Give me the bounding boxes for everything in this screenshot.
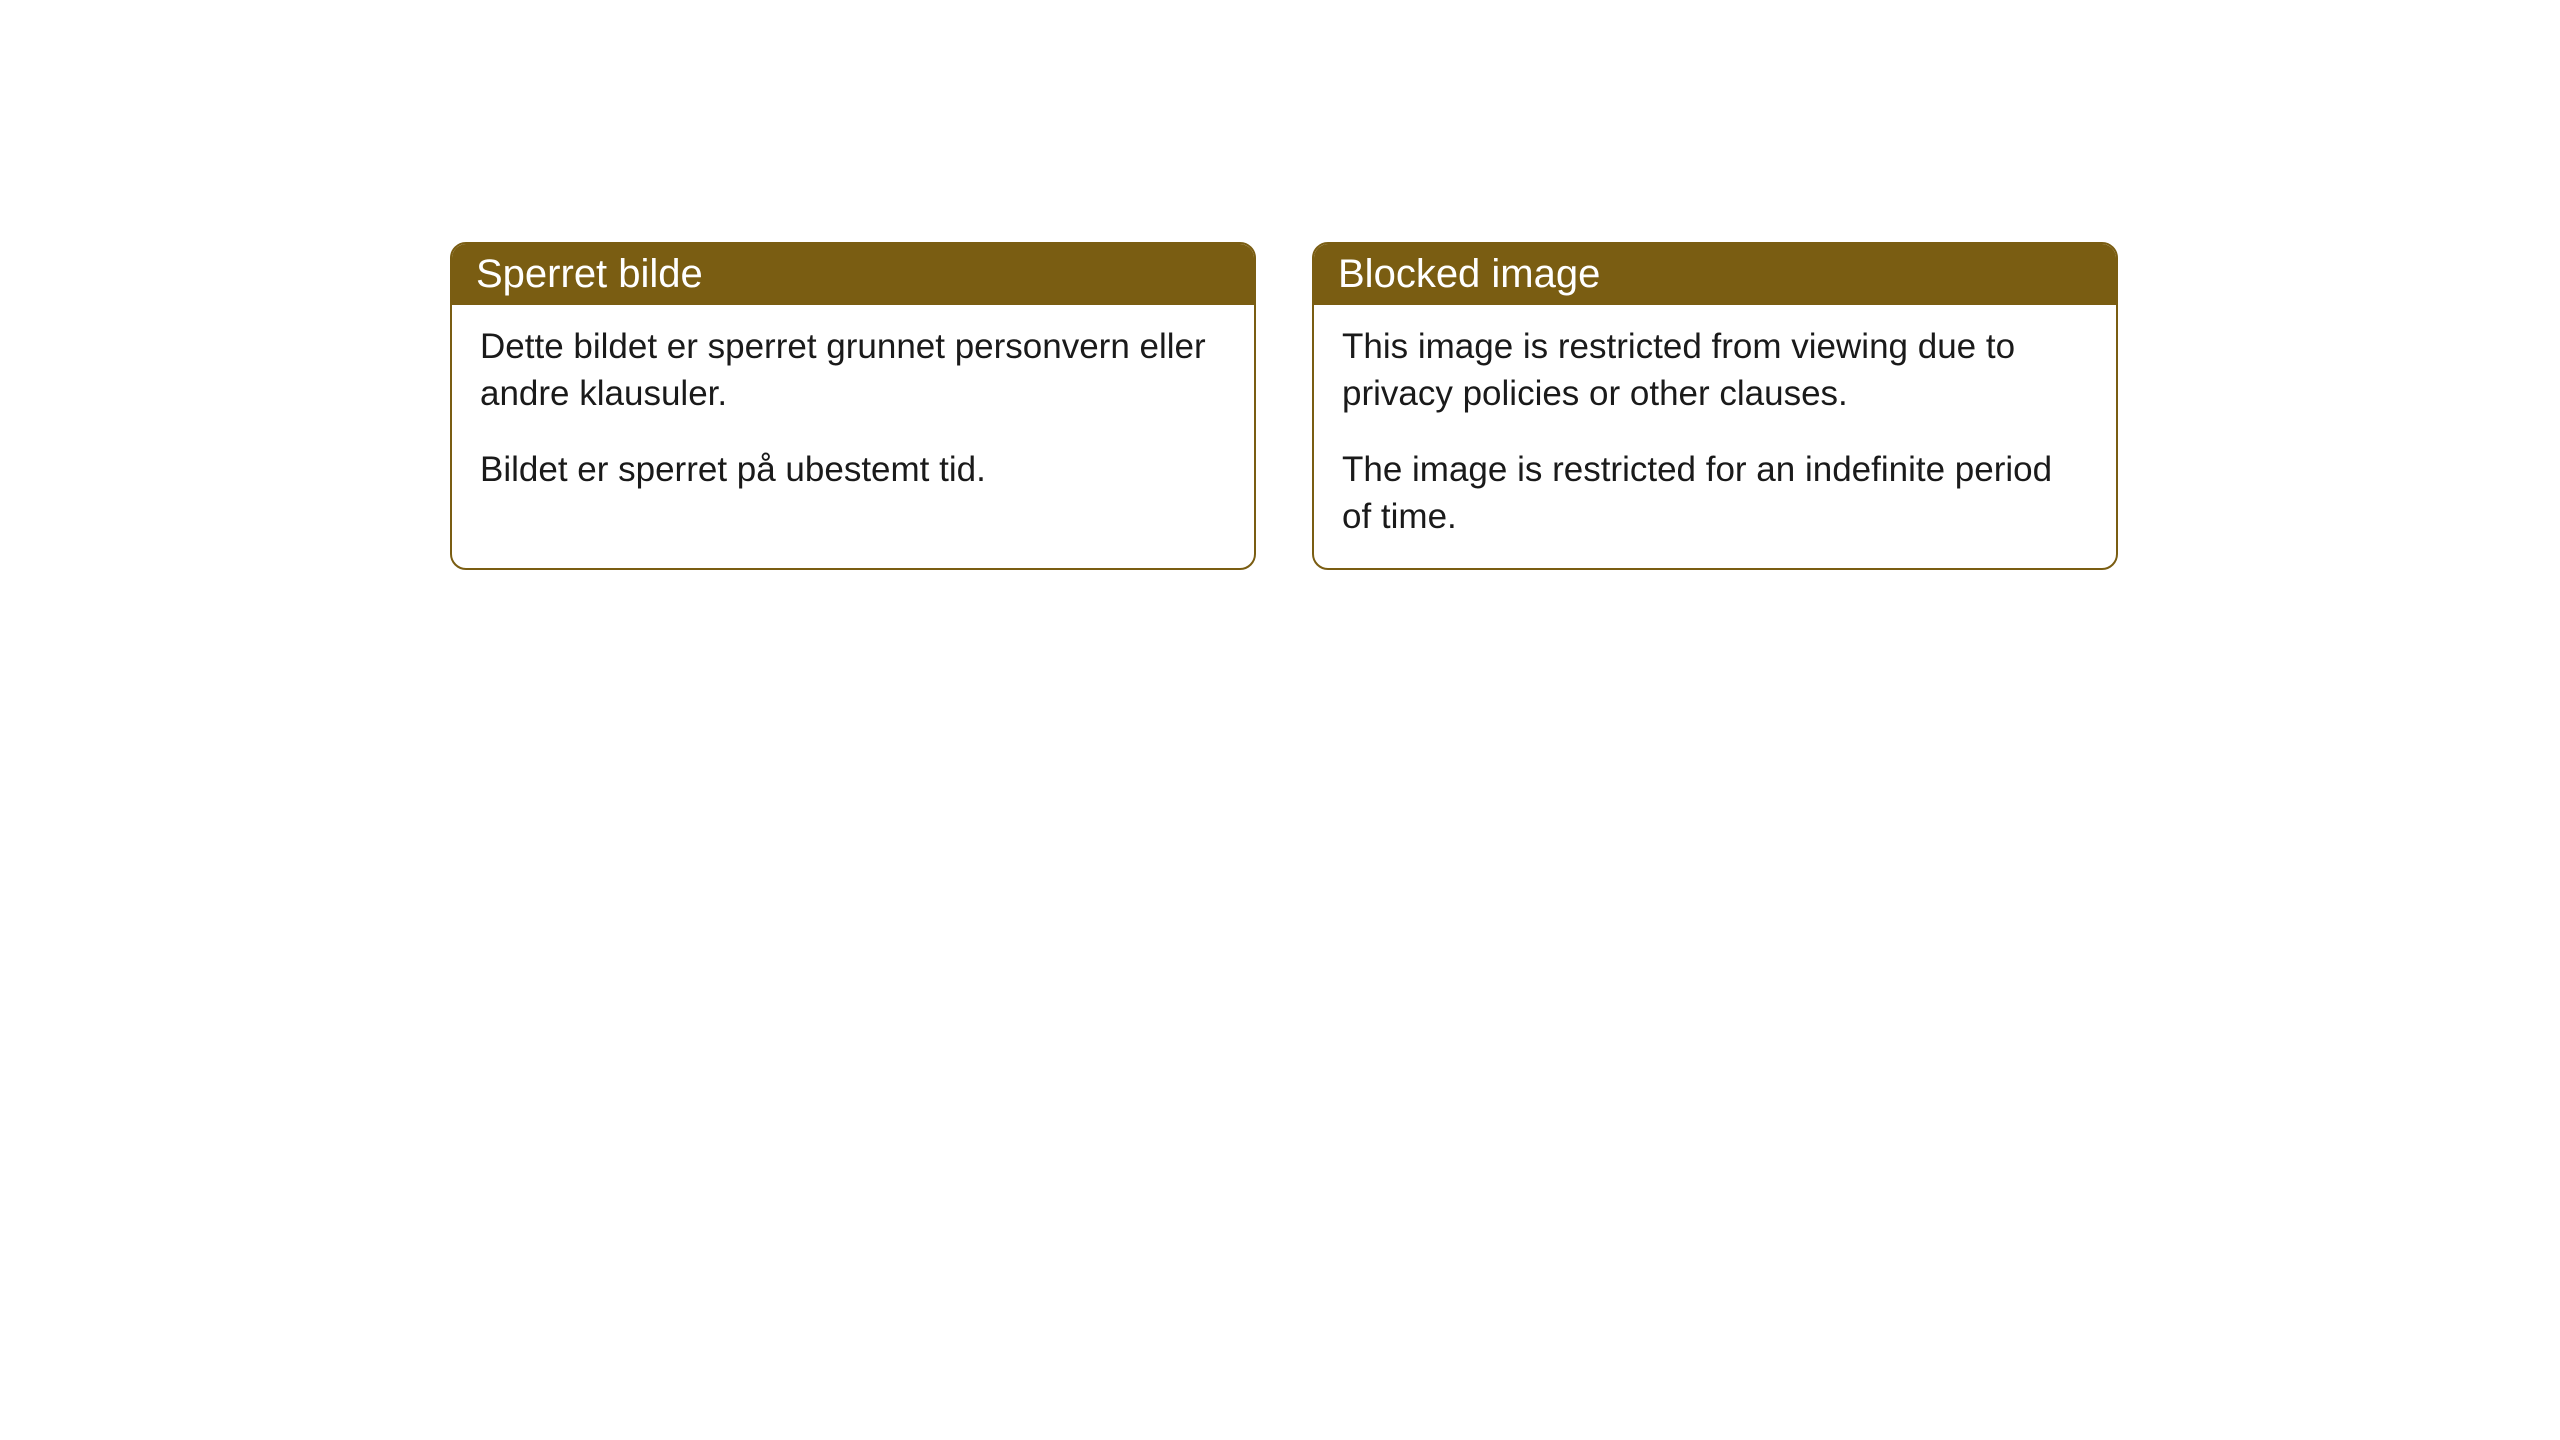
notice-header: Sperret bilde	[452, 244, 1254, 305]
notice-card-english: Blocked image This image is restricted f…	[1312, 242, 2118, 570]
notice-paragraph: This image is restricted from viewing du…	[1342, 323, 2088, 418]
notice-title: Blocked image	[1338, 252, 1600, 296]
notice-container: Sperret bilde Dette bildet er sperret gr…	[450, 242, 2118, 570]
notice-paragraph: Bildet er sperret på ubestemt tid.	[480, 446, 1226, 493]
notice-body: Dette bildet er sperret grunnet personve…	[452, 305, 1254, 521]
notice-card-norwegian: Sperret bilde Dette bildet er sperret gr…	[450, 242, 1256, 570]
notice-body: This image is restricted from viewing du…	[1314, 305, 2116, 568]
notice-header: Blocked image	[1314, 244, 2116, 305]
notice-title: Sperret bilde	[476, 252, 703, 296]
notice-paragraph: The image is restricted for an indefinit…	[1342, 446, 2088, 541]
notice-paragraph: Dette bildet er sperret grunnet personve…	[480, 323, 1226, 418]
